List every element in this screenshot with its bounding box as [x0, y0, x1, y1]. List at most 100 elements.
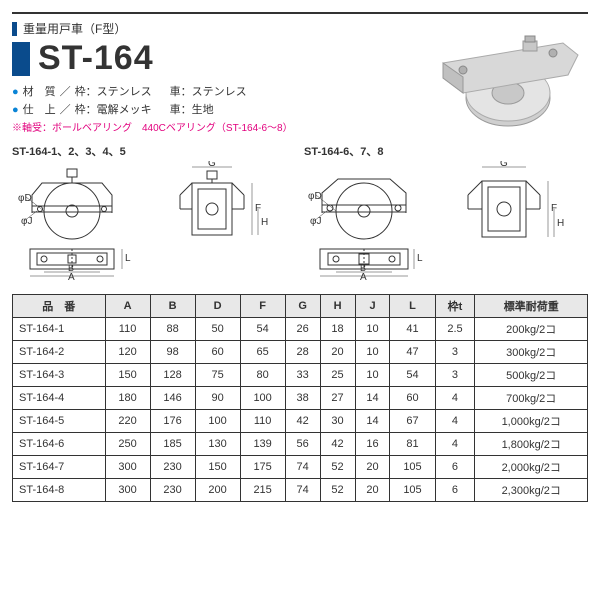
table-cell: 42 — [285, 410, 320, 433]
table-cell: 105 — [390, 479, 435, 502]
svg-text:H: H — [261, 217, 268, 228]
table-cell: 67 — [390, 410, 435, 433]
table-row: ST-164-830023020021574522010562,300kg/2コ — [13, 479, 588, 502]
table-cell: 20 — [355, 456, 390, 479]
table-cell: 65 — [240, 341, 285, 364]
table-cell: 20 — [320, 341, 355, 364]
table-header: 品 番ABDFGHJL枠t標準耐荷重 — [13, 295, 588, 318]
table-cell: 88 — [150, 318, 195, 341]
title-marker — [12, 42, 30, 76]
table-row: ST-164-62501851301395642168141,800kg/2コ — [13, 433, 588, 456]
table-col-header: H — [320, 295, 355, 318]
table-cell: ST-164-1 — [13, 318, 106, 341]
table-col-header: B — [150, 295, 195, 318]
svg-text:A: A — [360, 272, 367, 281]
table-cell: 146 — [150, 387, 195, 410]
diagram-right-col: ST-164-6、7、8 φJ φD — [304, 143, 588, 286]
diagrams-row: ST-164-1、2、3、4、5 φJ φD — [12, 143, 588, 286]
table-cell: 74 — [285, 479, 320, 502]
table-cell: 220 — [105, 410, 150, 433]
table-cell: 100 — [240, 387, 285, 410]
svg-text:φD: φD — [18, 193, 32, 204]
table-cell: 300 — [105, 479, 150, 502]
svg-text:B: B — [68, 263, 74, 273]
spec-finish: ● 仕 上 ／ 枠：電解メッキ 車：生地 — [12, 102, 398, 120]
svg-text:φJ: φJ — [310, 216, 321, 227]
spec-list: ● 材 質 ／ 枠：ステンレス 車：ステンレス ● 仕 上 ／ 枠：電解メッキ … — [12, 84, 398, 137]
table-cell: 176 — [150, 410, 195, 433]
table-cell: 14 — [355, 410, 390, 433]
diagram-left-caption: ST-164-1、2、3、4、5 — [12, 143, 296, 159]
table-row: ST-164-31501287580332510543500kg/2コ — [13, 364, 588, 387]
table-col-header: F — [240, 295, 285, 318]
table-cell: 30 — [320, 410, 355, 433]
table-cell: 230 — [150, 456, 195, 479]
table-cell: 25 — [320, 364, 355, 387]
subtitle-row: 重量用戸車（F型） — [12, 20, 398, 37]
table-cell: 120 — [105, 341, 150, 364]
top-divider — [12, 12, 588, 14]
table-cell: 150 — [195, 456, 240, 479]
table-cell: 38 — [285, 387, 320, 410]
table-cell: 2,300kg/2コ — [475, 479, 588, 502]
svg-text:B: B — [360, 263, 366, 273]
table-cell: 215 — [240, 479, 285, 502]
spec-material: ● 材 質 ／ 枠：ステンレス 車：ステンレス — [12, 84, 398, 102]
table-cell: 230 — [150, 479, 195, 502]
slash: ／ — [60, 84, 71, 102]
table-cell: 74 — [285, 456, 320, 479]
table-cell: 56 — [285, 433, 320, 456]
table-body: ST-164-1110885054261810412.5200kg/2コST-1… — [13, 318, 588, 502]
table-cell: 100 — [195, 410, 240, 433]
table-cell: 90 — [195, 387, 240, 410]
table-cell: 33 — [285, 364, 320, 387]
table-row: ST-164-1110885054261810412.5200kg/2コ — [13, 318, 588, 341]
table-cell: 20 — [355, 479, 390, 502]
svg-text:G: G — [500, 161, 508, 169]
table-cell: 52 — [320, 456, 355, 479]
table-cell: 4 — [435, 387, 475, 410]
table-cell: 54 — [240, 318, 285, 341]
table-col-header: 品 番 — [13, 295, 106, 318]
table-cell: 60 — [195, 341, 240, 364]
table-cell: 10 — [355, 318, 390, 341]
product-title: ST-164 — [38, 39, 154, 78]
table-cell: 139 — [240, 433, 285, 456]
product-subtitle: 重量用戸車（F型） — [23, 20, 126, 37]
table-cell: 300kg/2コ — [475, 341, 588, 364]
table-cell: 98 — [150, 341, 195, 364]
table-cell: 200kg/2コ — [475, 318, 588, 341]
table-cell: 150 — [105, 364, 150, 387]
title-row: ST-164 — [12, 39, 398, 78]
diagram-left: φJ φD A B L — [12, 161, 287, 281]
material-frame: 枠：ステンレス — [75, 84, 152, 102]
table-cell: 700kg/2コ — [475, 387, 588, 410]
table-cell: 26 — [285, 318, 320, 341]
table-cell: 81 — [390, 433, 435, 456]
table-cell: 75 — [195, 364, 240, 387]
table-cell: 2.5 — [435, 318, 475, 341]
table-cell: 3 — [435, 341, 475, 364]
product-photo — [408, 20, 588, 135]
table-col-header: G — [285, 295, 320, 318]
spec-table: 品 番ABDFGHJL枠t標準耐荷重 ST-164-11108850542618… — [12, 294, 588, 502]
svg-text:L: L — [417, 253, 423, 264]
top-section: 重量用戸車（F型） ST-164 ● 材 質 ／ 枠：ステンレス 車：ステンレス… — [12, 20, 588, 137]
svg-text:A: A — [68, 272, 75, 281]
table-cell: 300 — [105, 456, 150, 479]
material-label: 材 質 — [23, 84, 56, 102]
table-cell: ST-164-7 — [13, 456, 106, 479]
table-cell: 10 — [355, 364, 390, 387]
table-cell: 250 — [105, 433, 150, 456]
svg-text:φD: φD — [308, 191, 322, 202]
table-cell: 6 — [435, 479, 475, 502]
svg-text:H: H — [557, 218, 564, 229]
table-cell: 80 — [240, 364, 285, 387]
table-cell: 27 — [320, 387, 355, 410]
finish-label: 仕 上 — [23, 102, 56, 120]
table-cell: ST-164-5 — [13, 410, 106, 433]
table-cell: 6 — [435, 456, 475, 479]
svg-text:G: G — [208, 161, 216, 169]
table-row: ST-164-52201761001104230146741,000kg/2コ — [13, 410, 588, 433]
svg-text:L: L — [125, 253, 131, 264]
